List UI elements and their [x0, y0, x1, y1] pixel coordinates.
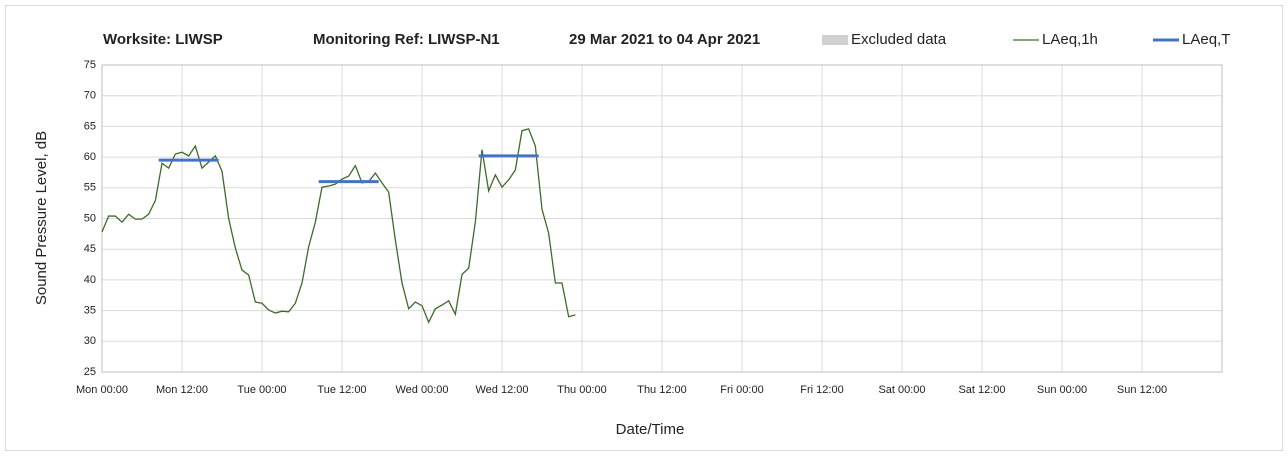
x-tick-label: Thu 12:00	[637, 384, 687, 396]
x-tick-label: Fri 00:00	[720, 384, 763, 396]
legend-label: Excluded data	[851, 31, 947, 48]
x-tick-label: Wed 12:00	[475, 384, 528, 396]
plot-border	[101, 64, 1223, 373]
x-tick-label: Fri 12:00	[800, 384, 843, 396]
chart-subtitle: Monitoring Ref: LIWSP-N1	[313, 31, 500, 48]
legend-swatch	[822, 35, 848, 45]
y-tick-label: 25	[84, 366, 96, 378]
y-tick-label: 50	[84, 212, 96, 224]
y-tick-label: 55	[84, 182, 96, 194]
y-tick-label: 30	[84, 335, 96, 347]
legend-label: LAeq,T	[1182, 31, 1230, 48]
x-tick-label: Tue 00:00	[237, 384, 286, 396]
x-tick-label: Thu 00:00	[557, 384, 607, 396]
x-tick-label: Wed 00:00	[395, 384, 448, 396]
frame	[5, 5, 1283, 451]
chart-title: Worksite: LIWSP	[103, 31, 223, 48]
y-tick-label: 35	[84, 305, 96, 317]
y-tick-label: 70	[84, 90, 96, 102]
period: 29 Mar 2021 to 04 Apr 2021	[569, 31, 760, 48]
x-tick-label: Mon 12:00	[156, 384, 208, 396]
x-axis-label: Date/Time	[616, 421, 685, 438]
x-tick-label: Tue 12:00	[317, 384, 366, 396]
x-tick-label: Sat 12:00	[958, 384, 1005, 396]
x-tick-label: Sun 00:00	[1037, 384, 1087, 396]
y-axis-label: Sound Pressure Level, dB	[33, 131, 50, 305]
y-tick-label: 75	[84, 59, 96, 71]
x-tick-label: Sun 12:00	[1117, 384, 1167, 396]
y-tick-label: 60	[84, 151, 96, 163]
legend-label: LAeq,1h	[1042, 31, 1098, 48]
y-tick-label: 45	[84, 243, 96, 255]
y-tick-label: 40	[84, 274, 96, 286]
series-line	[158, 154, 539, 184]
x-tick-label: Sat 00:00	[878, 384, 925, 396]
x-tick-label: Mon 00:00	[76, 384, 128, 396]
y-tick-label: 65	[84, 120, 96, 132]
